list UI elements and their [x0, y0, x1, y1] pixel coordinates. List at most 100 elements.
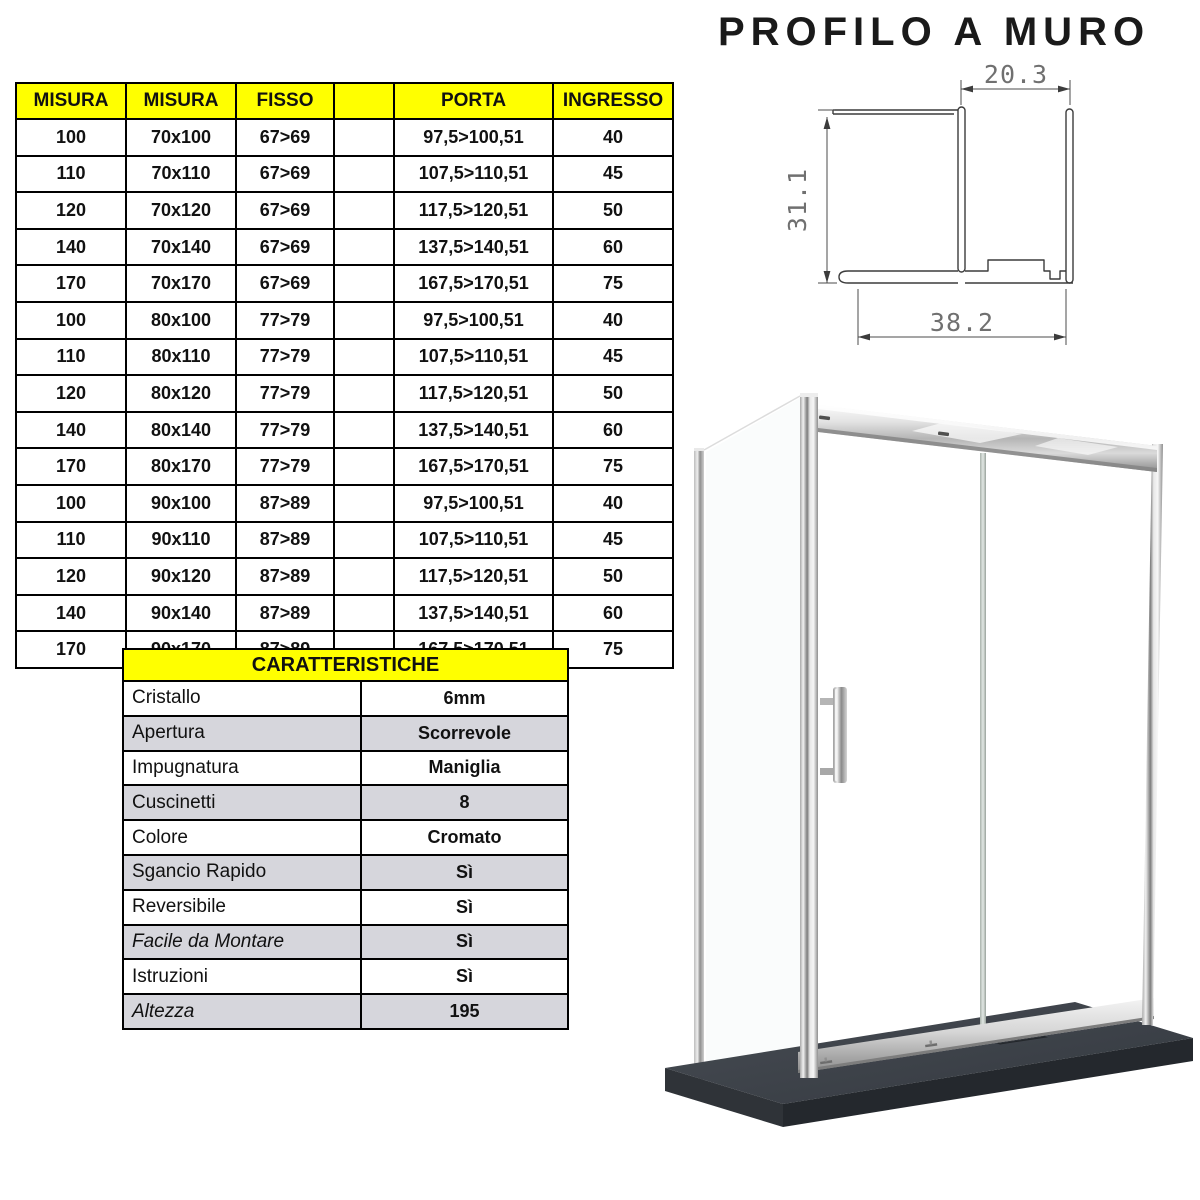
- size-cell-ingresso: 50: [552, 191, 674, 230]
- wall-profile-drawing: 20.3 31.1 38.2: [783, 60, 1074, 345]
- size-cell-misura-2: 80x170: [125, 447, 237, 486]
- size-cell-porta: 167,5>170,51: [393, 264, 554, 303]
- rail-clip: [820, 1057, 833, 1065]
- characteristic-row: Altezza 195: [122, 993, 569, 1030]
- size-cell-ingresso: 40: [552, 300, 674, 340]
- characteristic-value: Sì: [360, 853, 569, 891]
- size-table-row: 110 70x110 67>69 107,5>110,51 45: [15, 154, 674, 194]
- size-cell-spacer: [333, 593, 395, 633]
- size-table-row: 100 90x100 87>89 97,5>100,51 40: [15, 483, 674, 523]
- side-glass-panel: [706, 398, 800, 1080]
- size-cell-misura-2: 90x140: [125, 593, 237, 633]
- top-rail-reflection: [912, 422, 1022, 443]
- characteristic-row: Cuscinetti 8: [122, 784, 569, 822]
- size-cell-ingresso: 75: [552, 630, 674, 669]
- size-cell-spacer: [333, 483, 395, 523]
- characteristic-row: Facile da Montare Sì: [122, 923, 569, 961]
- size-cell-fisso: 87>89: [235, 520, 335, 560]
- size-table-row: 120 90x120 87>89 117,5>120,51 50: [15, 557, 674, 596]
- size-cell-ingresso: 60: [552, 227, 674, 267]
- size-cell-spacer: [333, 154, 395, 194]
- characteristic-row: Colore Cromato: [122, 819, 569, 856]
- profile-top-flange: [832, 109, 958, 115]
- size-cell-fisso: 87>89: [235, 557, 335, 596]
- size-cell-spacer: [333, 300, 395, 340]
- size-cell-ingresso: 75: [552, 447, 674, 486]
- size-cell-misura-1: 170: [15, 264, 127, 303]
- characteristic-value: Cromato: [360, 819, 569, 856]
- size-cell-fisso: 77>79: [235, 337, 335, 377]
- size-cell-misura-1: 140: [15, 410, 127, 450]
- size-cell-misura-2: 80x120: [125, 374, 237, 413]
- size-cell-porta: 107,5>110,51: [393, 154, 554, 194]
- characteristic-label: Cristallo: [122, 680, 362, 717]
- size-cell-ingresso: 45: [552, 337, 674, 377]
- size-cell-ingresso: 45: [552, 154, 674, 194]
- characteristic-value: Sì: [360, 923, 569, 961]
- dim-label-bottom: 38.2: [930, 308, 994, 337]
- characteristic-label: Colore: [122, 819, 362, 856]
- size-cell-porta: 107,5>110,51: [393, 520, 554, 560]
- size-table-row: 170 70x170 67>69 167,5>170,51 75: [15, 264, 674, 303]
- size-cell-misura-1: 110: [15, 154, 127, 194]
- front-left-post: [800, 393, 818, 1078]
- size-cell-misura-1: 100: [15, 118, 127, 157]
- characteristic-label: Reversibile: [122, 888, 362, 926]
- characteristics-title: CARATTERISTICHE: [122, 648, 569, 682]
- size-cell-porta: 137,5>140,51: [393, 410, 554, 450]
- size-col-header-fisso: FISSO: [235, 82, 335, 120]
- characteristic-label: Impugnatura: [122, 749, 362, 787]
- size-cell-porta: 97,5>100,51: [393, 118, 554, 157]
- size-cell-spacer: [333, 337, 395, 377]
- size-cell-fisso: 77>79: [235, 300, 335, 340]
- size-cell-misura-1: 100: [15, 300, 127, 340]
- characteristic-label: Sgancio Rapido: [122, 853, 362, 891]
- door-glass-edge: [980, 453, 986, 1028]
- size-cell-misura-2: 70x120: [125, 191, 237, 230]
- size-cell-misura-1: 120: [15, 374, 127, 413]
- size-cell-spacer: [333, 520, 395, 560]
- characteristic-row: Sgancio Rapido Sì: [122, 853, 569, 891]
- size-cell-fisso: 87>89: [235, 593, 335, 633]
- size-table-row: 140 70x140 67>69 137,5>140,51 60: [15, 227, 674, 267]
- size-cell-misura-2: 80x110: [125, 337, 237, 377]
- size-cell-ingresso: 75: [552, 264, 674, 303]
- characteristic-value: 195: [360, 993, 569, 1030]
- size-cell-ingresso: 40: [552, 483, 674, 523]
- door-hanger: [818, 415, 831, 421]
- size-cell-misura-1: 110: [15, 337, 127, 377]
- size-cell-fisso: 67>69: [235, 191, 335, 230]
- profile-track-rib: [965, 259, 1066, 280]
- tray-left-face: [665, 1068, 783, 1127]
- dim-label-top: 20.3: [984, 60, 1048, 89]
- size-table: MISURA MISURA FISSO PORTA INGRESSO 100 70x100…: [15, 82, 674, 669]
- door-handle: [820, 687, 847, 783]
- size-cell-spacer: [333, 410, 395, 450]
- size-cell-spacer: [333, 191, 395, 230]
- size-cell-misura-1: 170: [15, 630, 127, 669]
- size-cell-spacer: [333, 118, 395, 157]
- size-cell-fisso: 77>79: [235, 447, 335, 486]
- top-rail-reflection: [1035, 438, 1118, 455]
- size-cell-misura-1: 100: [15, 483, 127, 523]
- size-cell-porta: 117,5>120,51: [393, 557, 554, 596]
- size-cell-misura-1: 140: [15, 227, 127, 267]
- size-table-row: 100 70x100 67>69 97,5>100,51 40: [15, 118, 674, 157]
- size-cell-fisso: 77>79: [235, 410, 335, 450]
- characteristic-label: Altezza: [122, 993, 362, 1030]
- tray-front-face: [783, 1038, 1193, 1127]
- size-cell-misura-1: 140: [15, 593, 127, 633]
- size-cell-misura-2: 70x140: [125, 227, 237, 267]
- characteristic-value: 8: [360, 784, 569, 822]
- size-col-header-spacer: [333, 82, 395, 120]
- size-table-row: 120 80x120 77>79 117,5>120,51 50: [15, 374, 674, 413]
- characteristics-header: CARATTERISTICHE: [122, 648, 569, 682]
- rail-clip: [925, 1040, 938, 1048]
- size-col-header-ingresso: INGRESSO: [552, 82, 674, 120]
- size-table-row: 100 80x100 77>79 97,5>100,51 40: [15, 300, 674, 340]
- characteristic-label: Istruzioni: [122, 958, 362, 996]
- size-cell-misura-2: 80x100: [125, 300, 237, 340]
- size-cell-misura-2: 80x140: [125, 410, 237, 450]
- size-table-row: 110 80x110 77>79 107,5>110,51 45: [15, 337, 674, 377]
- size-table-row: 120 70x120 67>69 117,5>120,51 50: [15, 191, 674, 230]
